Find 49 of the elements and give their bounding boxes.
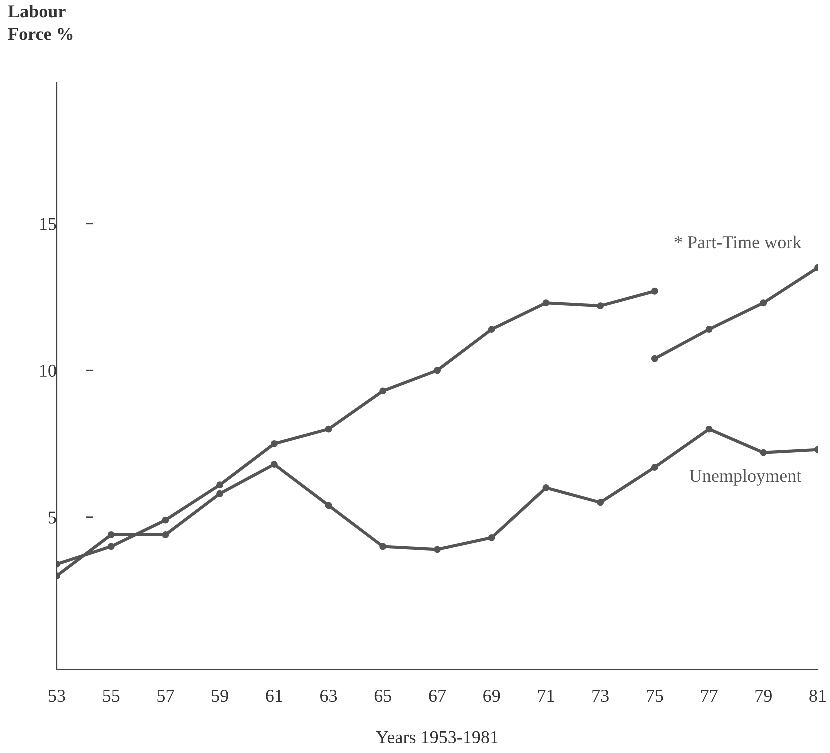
- point: [488, 534, 496, 542]
- point: [216, 490, 224, 498]
- point: [270, 461, 278, 468]
- point: [162, 532, 170, 538]
- x-tick-label: 57: [158, 690, 174, 702]
- point: [760, 300, 768, 307]
- point: [542, 484, 550, 492]
- text: * Part-Time work: [674, 236, 802, 249]
- point: [380, 543, 387, 550]
- x-tick-label: 79: [756, 690, 772, 702]
- series-label: Unemployment: [690, 469, 802, 486]
- x-tick-label: 77: [701, 690, 718, 702]
- x-tick-label: 59: [212, 690, 228, 702]
- point: [651, 288, 658, 295]
- x-axis-title: Years 1953-1981: [376, 731, 498, 744]
- x-tick-label: 67: [429, 690, 446, 702]
- point: [597, 499, 604, 506]
- point: [488, 326, 496, 334]
- x-tick-label: 71: [538, 690, 554, 702]
- x-tick-label: 53: [49, 690, 66, 702]
- point: [270, 440, 278, 448]
- y-tick-label: 15: [40, 218, 56, 230]
- x-tick-label: 55: [103, 690, 120, 702]
- point: [597, 302, 604, 310]
- point: [706, 326, 713, 334]
- point: [651, 464, 658, 471]
- point: [380, 388, 387, 395]
- point: [325, 426, 332, 433]
- point: [542, 300, 550, 307]
- x-tick-label: 73: [592, 690, 609, 702]
- point: [434, 367, 441, 374]
- x-tick-label: 63: [320, 690, 338, 702]
- x-tick-label: 69: [484, 690, 500, 702]
- point: [706, 426, 713, 433]
- x-tick-label: 81: [810, 690, 826, 702]
- point: [325, 502, 332, 510]
- point: [162, 516, 170, 524]
- y-tick-label: 5: [49, 512, 56, 524]
- point: [434, 546, 441, 554]
- y-axis-title: Labour Force %: [8, 5, 73, 40]
- x-tick-label: 75: [647, 690, 664, 702]
- point: [216, 482, 224, 489]
- point: [651, 355, 658, 362]
- y-tick-label: 10: [40, 364, 56, 378]
- x-tick-label: 65: [374, 690, 392, 702]
- point: [108, 532, 115, 538]
- point: [108, 543, 115, 550]
- point: [760, 449, 768, 456]
- x-tick-label: 61: [266, 690, 282, 702]
